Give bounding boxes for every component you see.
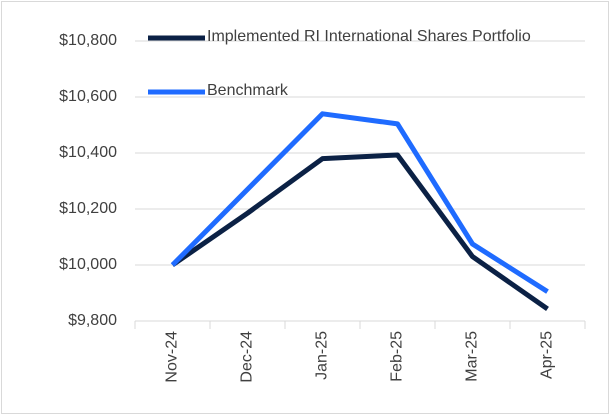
x-tick-label: Jan-25	[314, 331, 331, 380]
y-tick-label: $10,000	[59, 256, 117, 273]
legend-label: Implemented RI International Shares Port…	[207, 28, 531, 45]
legend-label: Benchmark	[207, 82, 288, 99]
y-tick-label: $10,800	[59, 32, 117, 49]
line-series	[171, 152, 549, 312]
y-tick-label: $10,400	[59, 144, 117, 161]
y-tick-label: $10,600	[59, 88, 117, 105]
x-tick-label: Feb-25	[389, 331, 406, 382]
x-tick-label: Dec-24	[239, 331, 256, 383]
legend-label-box: Implemented RI International Shares Port…	[207, 28, 531, 45]
y-tick-label: $9,800	[68, 312, 117, 329]
y-tick-label: $10,200	[59, 200, 117, 217]
x-tick-label: Nov-24	[164, 331, 181, 383]
line-series	[170, 111, 549, 294]
legend-label-box: Benchmark	[207, 82, 288, 99]
x-tick-label: Mar-25	[464, 331, 481, 382]
x-tick-label: Apr-25	[539, 331, 556, 379]
